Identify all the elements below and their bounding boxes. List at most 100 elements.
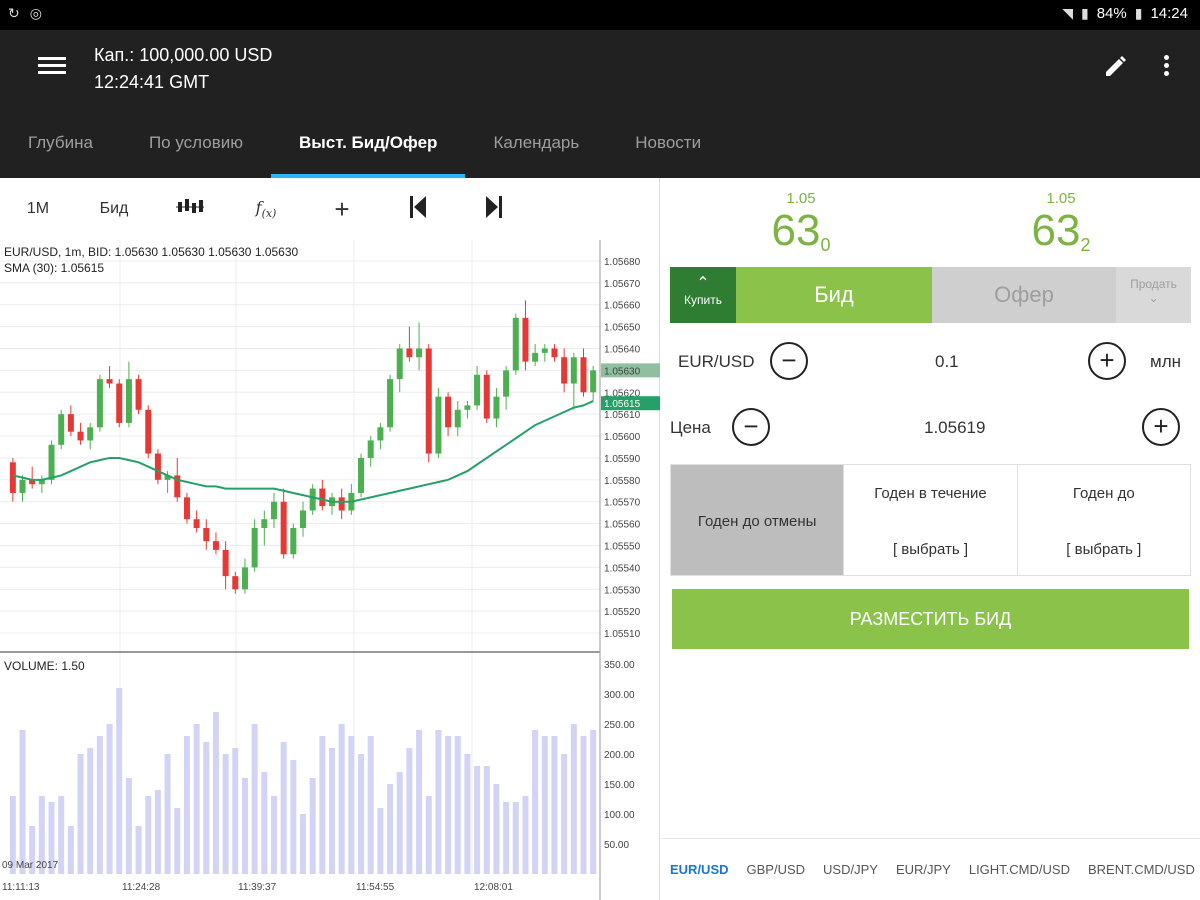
instrument-tabs: EUR/USD GBP/USD USD/JPY EUR/JPY LIGHT.CM… — [661, 838, 1200, 900]
price-value[interactable]: 1.05619 — [924, 418, 986, 437]
candle — [590, 366, 597, 402]
sell-button[interactable]: Продать ⌄ — [1116, 267, 1191, 323]
volume-bar — [154, 790, 161, 874]
candle — [145, 405, 152, 458]
menu-icon[interactable] — [38, 54, 66, 78]
tab-depth[interactable]: Глубина — [28, 133, 93, 152]
tab-conditional[interactable]: По условию — [148, 133, 243, 152]
volume-bar — [96, 736, 103, 874]
price-label: Цена — [670, 418, 711, 437]
tif-until-option[interactable]: Годен до [ выбрать ] — [1016, 465, 1190, 575]
account-info: Кап.: 100,000.00 USD 12:24:41 GMT — [94, 42, 272, 96]
buy-button[interactable]: ⌃ Купить — [670, 267, 736, 323]
candle — [9, 457, 16, 502]
price-tick-label: 1.05640 — [604, 345, 641, 356]
candle — [309, 484, 316, 515]
candle — [483, 370, 490, 423]
price-tick-label: 1.05510 — [604, 629, 641, 640]
wifi-icon: ◥ — [1062, 5, 1073, 21]
candle — [464, 401, 471, 419]
chart-type-icon[interactable] — [152, 196, 228, 223]
volume-bar — [48, 802, 55, 874]
data-saver-icon: ◎ — [29, 5, 42, 21]
volume-bar — [329, 748, 336, 874]
volume-bar — [474, 766, 481, 874]
instrument-tab-eurusd[interactable]: EUR/USD — [670, 862, 729, 877]
tif-until-pick[interactable]: [ выбрать ] — [1066, 541, 1142, 558]
amount-decrease-button[interactable]: − — [770, 342, 808, 380]
buy-label: Купить — [684, 293, 722, 307]
price-tick-label: 1.05600 — [604, 432, 641, 443]
volume-tick-label: 250.00 — [604, 720, 635, 731]
tif-within-option[interactable]: Годен в течение [ выбрать ] — [843, 465, 1016, 575]
tif-gtc-label: Годен до отмены — [697, 513, 817, 530]
volume-bar — [87, 748, 94, 874]
candle — [522, 300, 529, 371]
candle — [425, 344, 432, 463]
candle — [270, 492, 277, 528]
offer-segment[interactable]: Офер — [932, 267, 1116, 323]
volume-bar — [222, 754, 229, 874]
price-tick-label: 1.05580 — [604, 476, 641, 487]
status-bar: ↻ ◎ ◥ ▮ 84% ▮ 14:24 — [0, 0, 1200, 30]
tif-within-pick[interactable]: [ выбрать ] — [892, 541, 969, 558]
candle — [193, 510, 200, 533]
price-decrease-button[interactable]: − — [732, 408, 770, 446]
candle — [58, 409, 65, 450]
volume-bar — [416, 730, 423, 874]
price-chart[interactable]: 1.05680 1.05670 1.05660 1.05650 1.05640 1.056… — [0, 240, 660, 900]
candle — [493, 387, 500, 428]
instrument-tab-brent[interactable]: BRENT.CMD/USD — [1087, 862, 1195, 877]
volume-bar — [503, 802, 510, 874]
tab-bid-offer[interactable]: Выст. Бид/Офер — [271, 120, 466, 178]
instrument-tab-gbpusd[interactable]: GBP/USD — [746, 862, 806, 877]
volume-bar — [406, 748, 413, 874]
candle — [416, 322, 423, 371]
bid-segment[interactable]: Бид — [736, 267, 932, 323]
volume-bar — [309, 778, 316, 874]
scroll-start-icon[interactable] — [380, 194, 456, 225]
amount-value[interactable]: 0.1 — [935, 352, 959, 371]
timeframe-button[interactable]: 1M — [26, 200, 50, 217]
volume-bar — [174, 808, 181, 874]
volume-bar — [19, 730, 26, 874]
more-options-icon[interactable] — [1156, 52, 1176, 82]
scroll-end-icon[interactable] — [456, 194, 532, 225]
price-type-button[interactable]: Бид — [99, 200, 129, 217]
candle — [38, 475, 45, 493]
indicator-icon[interactable]: f(x) — [255, 197, 277, 221]
volume-tick-label: 300.00 — [604, 690, 635, 701]
volume-bar — [67, 826, 74, 874]
place-bid-button[interactable]: РАЗМЕСТИТЬ БИД — [672, 589, 1189, 649]
candle — [338, 488, 345, 520]
candle — [116, 379, 123, 428]
offer-quote-prefix: 1.05 — [1046, 190, 1076, 207]
volume-bar — [164, 754, 171, 874]
volume-bar — [541, 736, 548, 874]
volume-bar — [135, 826, 142, 874]
time-tick-label: 11:39:37 — [238, 882, 277, 893]
amount-unit: млн — [1150, 352, 1181, 371]
crosshair-icon[interactable]: + — [334, 193, 350, 224]
price-tick-label: 1.05530 — [604, 585, 641, 596]
instrument-tab-light[interactable]: LIGHT.CMD/USD — [968, 862, 1070, 877]
tif-gtc-option[interactable]: Годен до отмены — [671, 465, 844, 575]
chart-toolbar: 1M Бид f(x) + — [0, 178, 660, 240]
order-panel: 1.05 630 1.05 632 ⌃ Купить Бид Офер Прод… — [661, 178, 1200, 900]
volume-bar — [445, 736, 452, 874]
candle — [222, 541, 229, 590]
amount-increase-button[interactable]: + — [1088, 342, 1126, 380]
candle — [232, 571, 239, 594]
volume-bar — [319, 736, 326, 874]
price-increase-button[interactable]: + — [1142, 408, 1180, 446]
tab-calendar[interactable]: Календарь — [493, 133, 580, 152]
volume-bar — [232, 748, 239, 874]
instrument-tab-eurjpy[interactable]: EUR/JPY — [895, 862, 951, 877]
volume-bar — [145, 796, 152, 874]
amount-row: EUR/USD − 0.1 + млн — [670, 340, 1191, 384]
instrument-tab-usdjpy[interactable]: USD/JPY — [823, 862, 878, 877]
tab-news[interactable]: Новости — [635, 133, 702, 152]
edit-icon[interactable] — [1100, 52, 1130, 82]
price-tick-label: 1.05560 — [604, 520, 641, 531]
offer-quote-pip: 2 — [1080, 235, 1091, 255]
